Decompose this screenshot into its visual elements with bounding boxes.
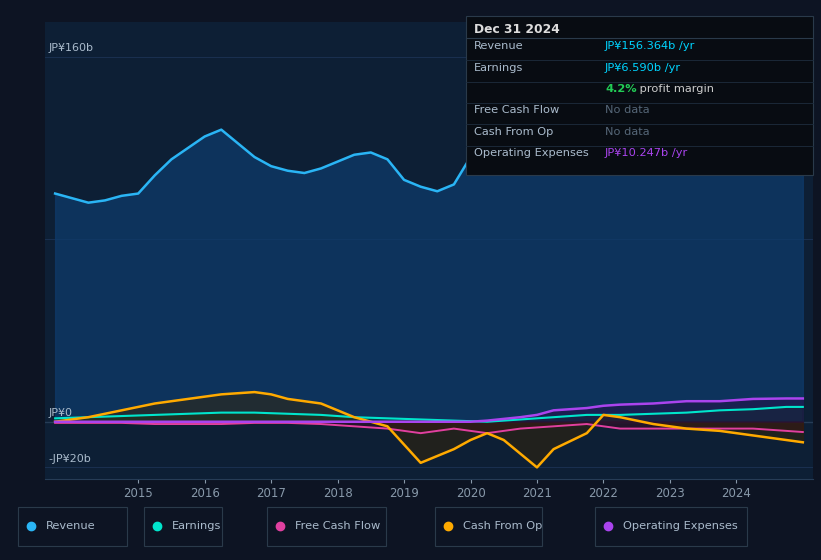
Text: Operating Expenses: Operating Expenses <box>474 148 589 158</box>
Text: JP¥10.247b /yr: JP¥10.247b /yr <box>605 148 688 158</box>
Text: Free Cash Flow: Free Cash Flow <box>474 105 559 115</box>
Text: JP¥160b: JP¥160b <box>48 43 94 53</box>
Text: JP¥156.364b /yr: JP¥156.364b /yr <box>605 41 695 52</box>
Text: Cash From Op: Cash From Op <box>474 127 553 137</box>
Text: Cash From Op: Cash From Op <box>463 521 543 531</box>
Text: No data: No data <box>605 105 649 115</box>
Text: Earnings: Earnings <box>172 521 221 531</box>
Text: Operating Expenses: Operating Expenses <box>623 521 738 531</box>
Text: Revenue: Revenue <box>46 521 95 531</box>
Text: Revenue: Revenue <box>474 41 523 52</box>
Text: Earnings: Earnings <box>474 63 523 73</box>
Text: -JP¥20b: -JP¥20b <box>48 454 91 464</box>
Text: JP¥6.590b /yr: JP¥6.590b /yr <box>605 63 681 73</box>
Text: profit margin: profit margin <box>636 84 714 94</box>
Text: 4.2%: 4.2% <box>605 84 637 94</box>
Text: JP¥0: JP¥0 <box>48 408 72 418</box>
Text: Free Cash Flow: Free Cash Flow <box>295 521 380 531</box>
Text: No data: No data <box>605 127 649 137</box>
Text: Dec 31 2024: Dec 31 2024 <box>474 23 559 36</box>
